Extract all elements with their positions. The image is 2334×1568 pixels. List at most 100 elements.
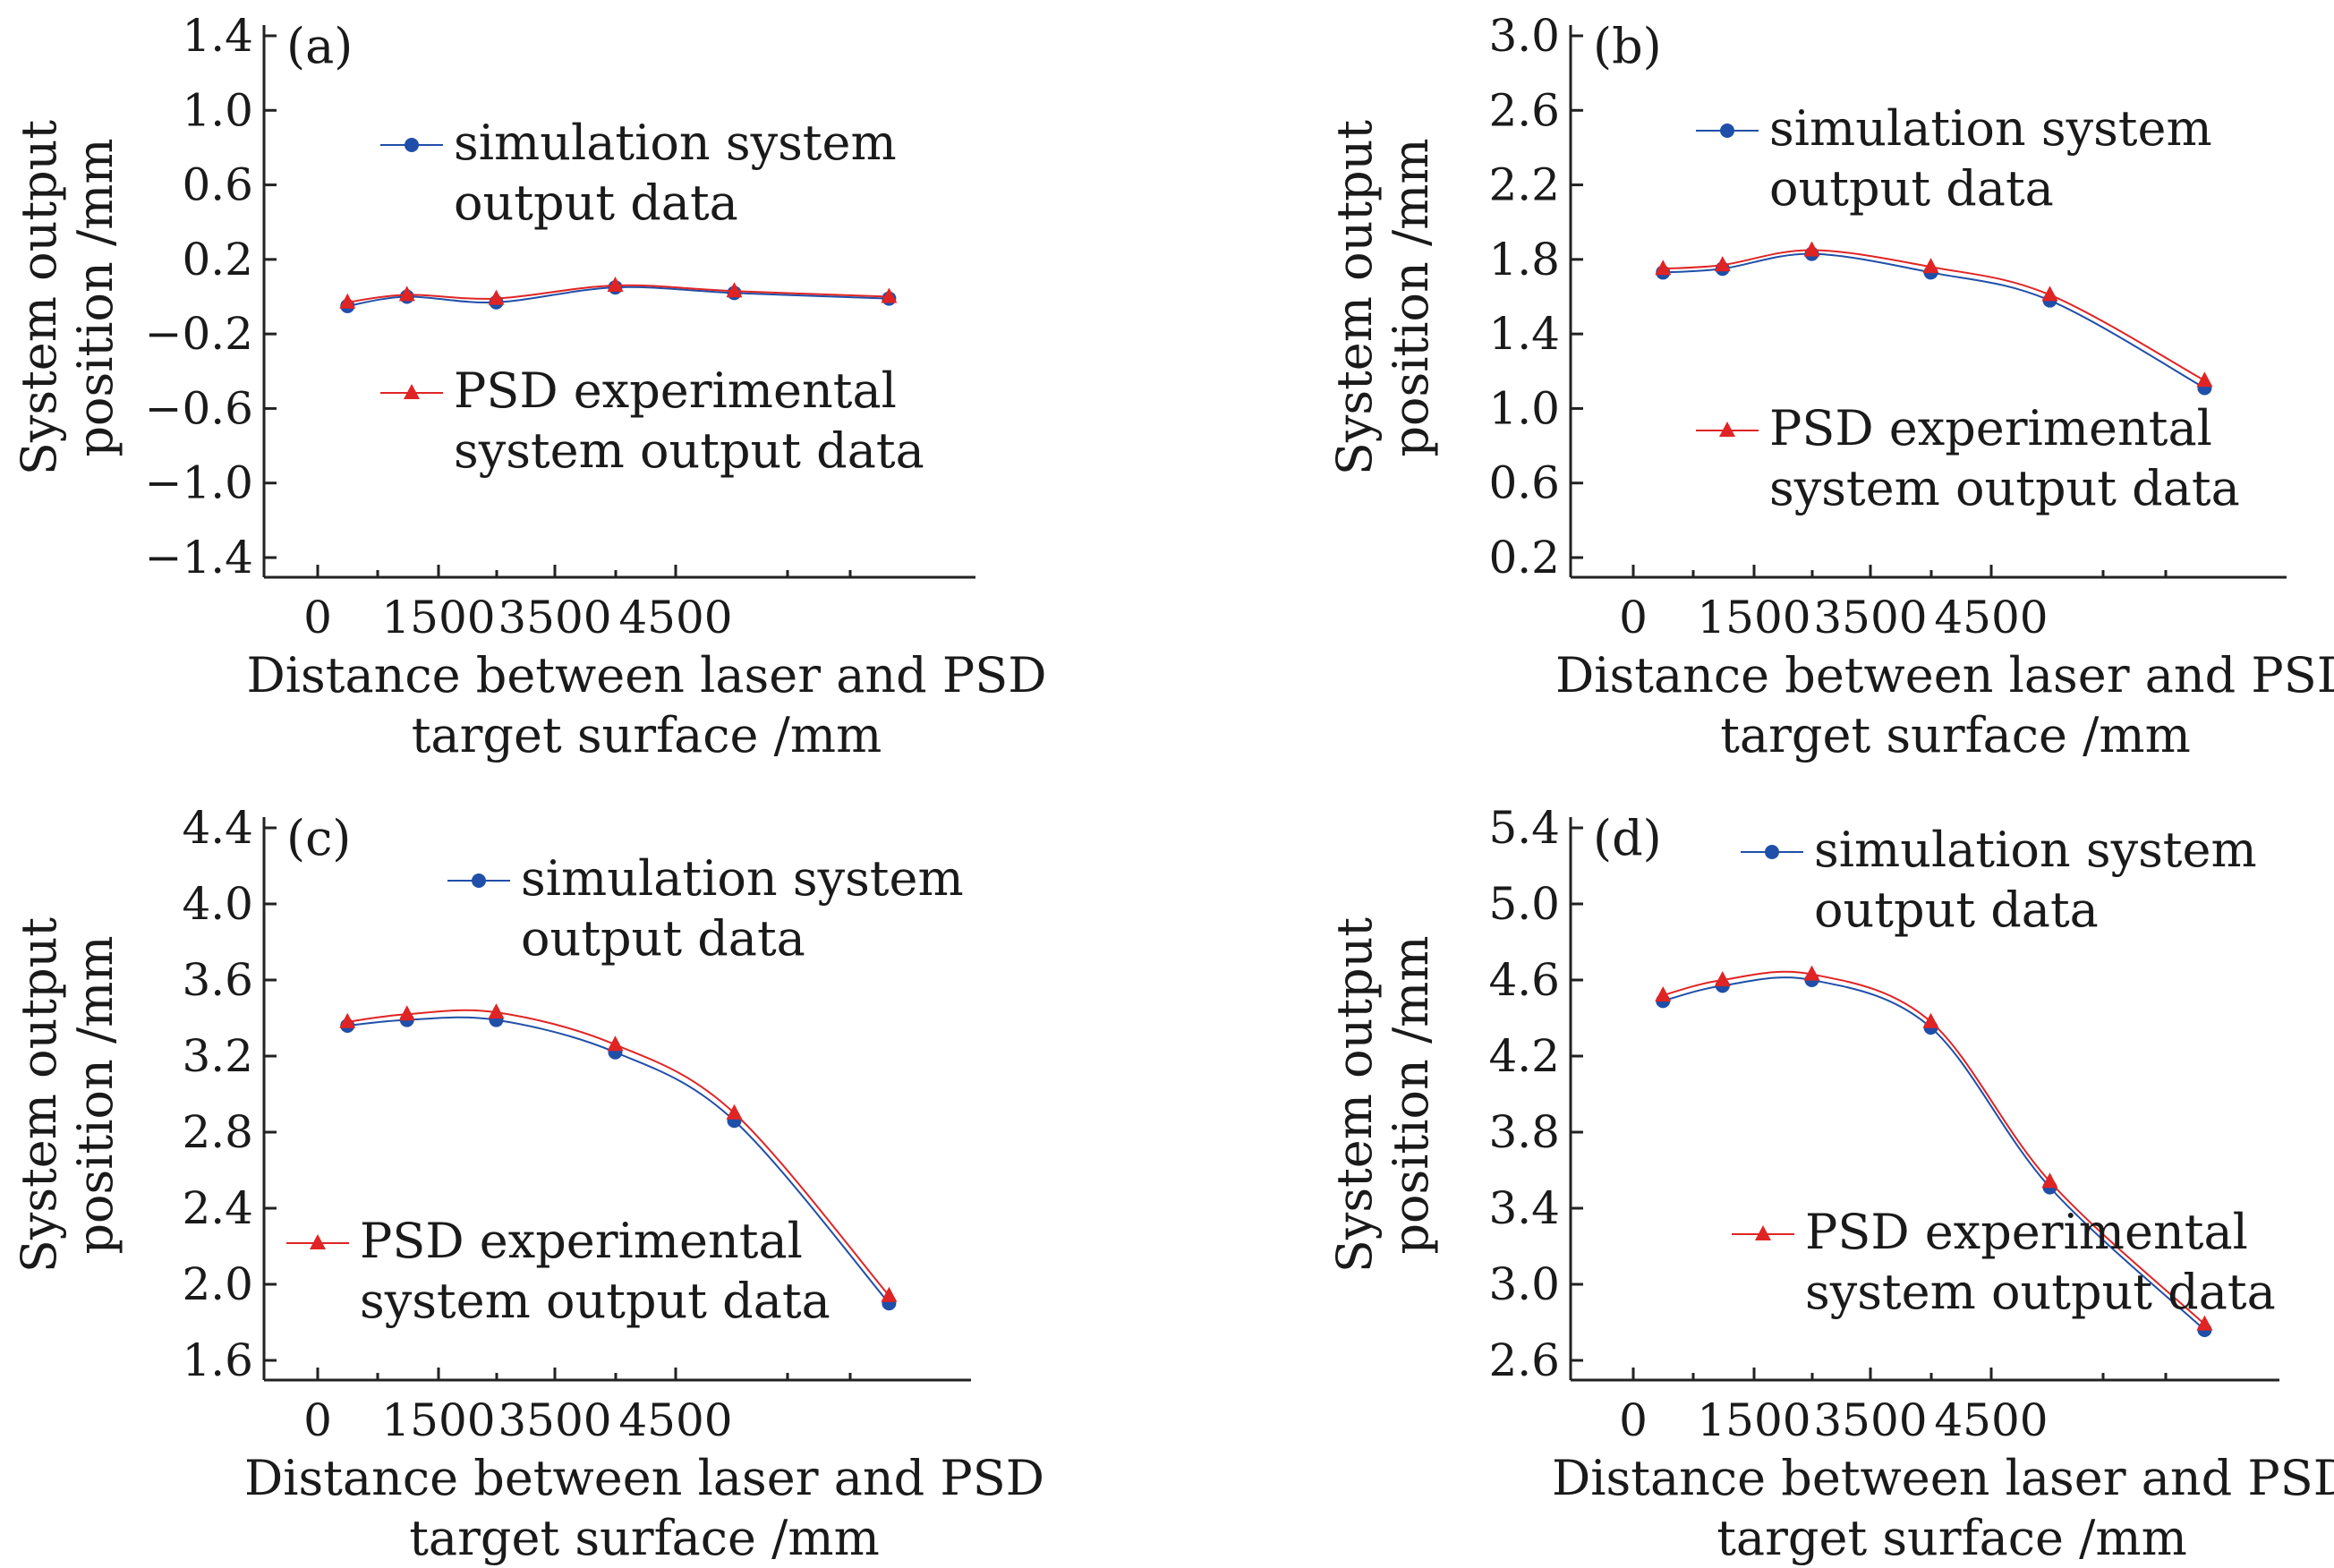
y-tick-label: 3.6	[182, 954, 253, 1006]
legend-label-line-1: PSD experimental	[1805, 1204, 2248, 1260]
legend-swatch-marker	[1719, 422, 1735, 437]
x-tick-label: 0	[1619, 1394, 1648, 1446]
experimental-data-point	[607, 277, 624, 293]
experimental-data-point	[398, 1005, 415, 1021]
chart-panel-b: 3.0 2.6 2.2 1.8 1.4 1.0 0.6 0.2 0 1500 3500 4500Dis…	[1326, 10, 2334, 763]
x-tick-label: 4500	[618, 592, 732, 643]
x-tick-label: 3500	[498, 1394, 611, 1446]
legend-label-line-2: system output data	[360, 1273, 831, 1329]
y-tick-label: 0.6	[182, 159, 253, 211]
x-tick-label: 4500	[1934, 1394, 2048, 1446]
panel-label: (c)	[286, 810, 351, 866]
x-tick-label: 4500	[1934, 592, 2048, 643]
y-axis-label-line-2: position /mm	[67, 138, 124, 456]
experimental-data-point	[2041, 1172, 2058, 1189]
y-tick-label: 2.2	[1488, 159, 1560, 211]
y-tick-label: 2.8	[182, 1106, 253, 1158]
y-tick-label: 0.2	[1488, 532, 1560, 584]
x-axis-label-line-2: target surface /mm	[1716, 1510, 2187, 1566]
y-tick-label: 3.4	[1488, 1182, 1560, 1234]
experimental-data-point	[607, 1035, 624, 1052]
legend-label-line-1: simulation system	[454, 115, 897, 171]
chart-panel-c: 4.4 4.0 3.6 3.2 2.8 2.4 2.0 1.6 0 1500 3500 4500Dis…	[11, 802, 1044, 1566]
experimental-data-point	[339, 293, 356, 309]
x-axis-label-line-1: Distance between laser and PSD	[246, 647, 1046, 703]
y-tick-label: 0.6	[1488, 457, 1560, 509]
y-tick-label: 3.0	[1488, 10, 1560, 62]
x-tick-label: 0	[303, 1394, 332, 1446]
experimental-data-point	[726, 1104, 743, 1120]
y-tick-label: 1.4	[182, 10, 253, 62]
legend-swatch-marker	[1720, 124, 1734, 138]
experimental-data-point	[1922, 1012, 1939, 1028]
x-tick-label: 0	[303, 592, 332, 643]
x-tick-label: 3500	[1813, 592, 1927, 643]
y-tick-label: 1.0	[182, 84, 253, 136]
panel-label: (d)	[1593, 810, 1662, 866]
y-tick-label: −0.6	[145, 382, 253, 434]
experimental-data-point	[2196, 371, 2213, 388]
y-axis-label-line-2: position /mm	[1383, 138, 1439, 456]
y-tick-label: 5.4	[1488, 802, 1560, 854]
y-tick-label: 1.4	[1488, 308, 1560, 360]
y-tick-label: 4.2	[1488, 1030, 1560, 1082]
y-axis-label-line-1: System output	[1326, 120, 1383, 476]
experimental-data-point	[881, 287, 898, 303]
legend-label-line-2: output data	[521, 910, 805, 967]
x-axis-label-line-2: target surface /mm	[409, 1510, 880, 1566]
legend-label-line-2: system output data	[1769, 460, 2240, 516]
legend-label-line-2: output data	[1769, 160, 2054, 217]
experimental-data-point	[339, 1012, 356, 1028]
legend-label-line-2: system output data	[454, 422, 924, 479]
y-tick-label: 5.0	[1488, 878, 1560, 930]
x-tick-label: 1500	[1697, 1394, 1810, 1446]
legend-swatch-marker	[1755, 1225, 1771, 1240]
y-tick-label: −1.0	[145, 457, 253, 509]
legend-label-line-1: PSD experimental	[454, 362, 897, 419]
y-tick-label: 3.8	[1488, 1106, 1560, 1158]
experimental-data-point	[881, 1286, 898, 1302]
y-tick-label: 2.6	[1488, 84, 1560, 136]
chart-panel-a: 1.4 1.0 0.6 0.2 −0.2 −0.6 −1.0 −1.4 0 1500 3500 450…	[11, 10, 1047, 763]
panel-label: (b)	[1593, 18, 1662, 74]
legend-swatch-marker	[472, 873, 486, 888]
experimental-data-point	[1655, 260, 1672, 276]
y-tick-label: 4.0	[182, 878, 253, 930]
x-axis-label-line-2: target surface /mm	[412, 707, 882, 763]
x-tick-label: 1500	[1697, 592, 1810, 643]
y-tick-label: 1.6	[182, 1334, 253, 1386]
experimental-data-point	[488, 1003, 505, 1019]
experimental-data-point	[726, 282, 743, 298]
x-tick-label: 4500	[618, 1394, 732, 1446]
legend-label-line-1: simulation system	[521, 850, 964, 907]
legend-swatch-marker	[405, 138, 419, 152]
x-tick-label: 1500	[381, 1394, 495, 1446]
legend-swatch-marker	[404, 384, 420, 399]
legend-label-line-1: simulation system	[1814, 822, 2257, 878]
y-axis-label-line-1: System output	[11, 917, 67, 1274]
y-tick-label: 0.2	[182, 234, 253, 285]
y-tick-label: 2.4	[182, 1182, 253, 1234]
legend-label-line-1: simulation system	[1769, 100, 2212, 157]
x-axis-label-line-1: Distance between laser and PSD	[244, 1450, 1044, 1506]
x-tick-label: 0	[1619, 592, 1648, 643]
x-axis-label-line-1: Distance between laser and PSD	[1552, 1450, 2334, 1506]
y-tick-label: −1.4	[145, 532, 253, 584]
x-tick-label: 3500	[498, 592, 611, 643]
x-tick-label: 1500	[381, 592, 495, 643]
y-tick-label: 2.0	[182, 1258, 253, 1310]
experimental-data-point	[1803, 241, 1820, 257]
legend-label-line-2: system output data	[1805, 1264, 2276, 1320]
y-tick-label: −0.2	[145, 308, 253, 360]
y-axis-label-line-2: position /mm	[1383, 935, 1439, 1254]
y-tick-label: 3.2	[182, 1030, 253, 1082]
y-tick-label: 4.6	[1488, 954, 1560, 1006]
experimental-data-point	[2041, 285, 2058, 302]
legend-label-line-2: output data	[454, 175, 738, 231]
x-axis-label-line-1: Distance between laser and PSD	[1555, 647, 2334, 703]
experimental-data-point	[1655, 986, 1672, 1001]
legend-swatch-marker	[310, 1234, 326, 1249]
y-tick-label: 4.4	[182, 802, 253, 854]
legend-label-line-1: PSD experimental	[360, 1213, 803, 1269]
